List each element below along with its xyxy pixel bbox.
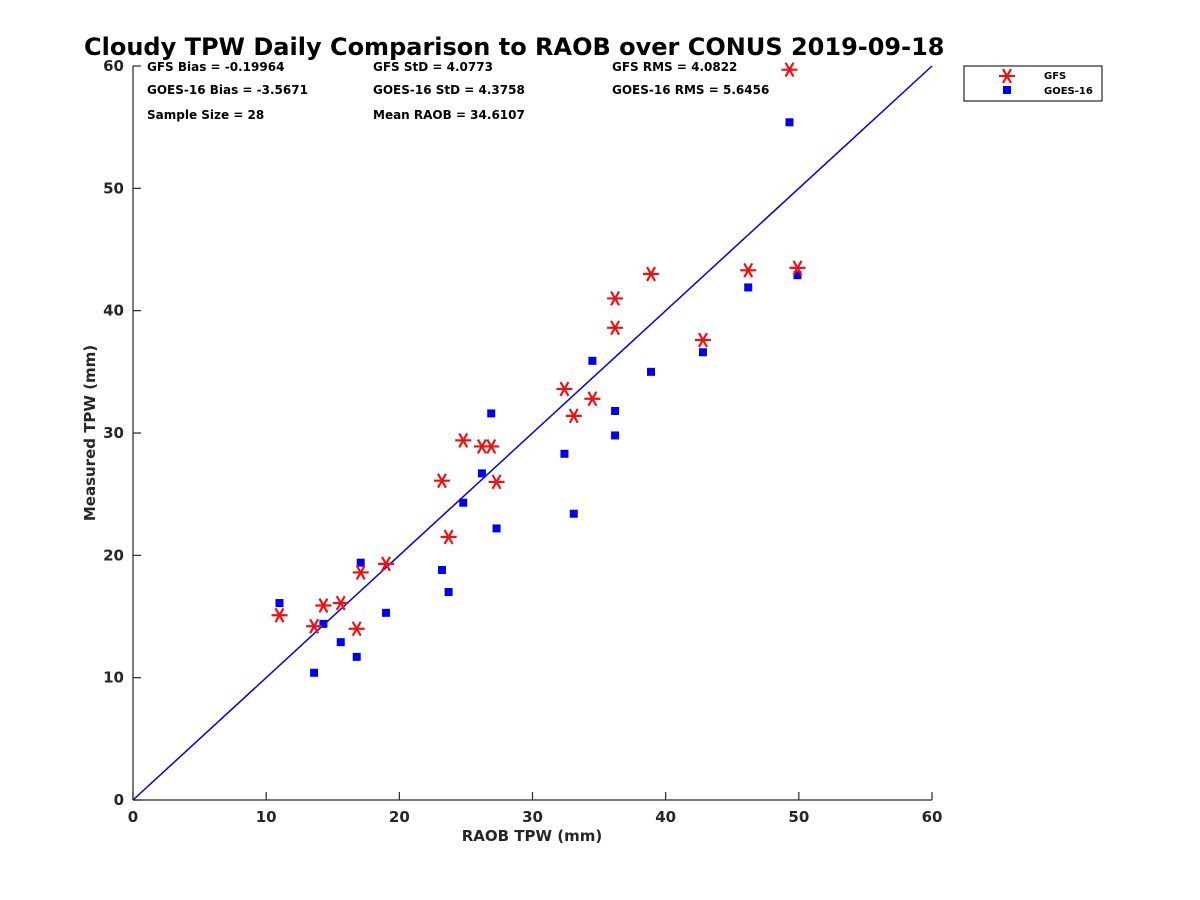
legend-goes-marker xyxy=(1003,86,1011,94)
y-tick-label: 20 xyxy=(103,546,124,564)
goes16-point xyxy=(459,498,468,507)
y-axis-label: Measured TPW (mm) xyxy=(81,345,99,521)
legend: GFS GOES-16 xyxy=(963,65,1103,102)
gfs-point xyxy=(694,332,711,348)
gfs-point xyxy=(306,618,323,634)
gfs-point xyxy=(607,320,624,336)
legend-gfs-marker xyxy=(999,68,1015,84)
gfs-point xyxy=(483,438,500,454)
legend-box xyxy=(963,65,1103,102)
goes16-point xyxy=(382,608,391,617)
goes16-point xyxy=(611,431,620,440)
series-gfs xyxy=(271,62,806,637)
x-tick-label: 30 xyxy=(522,808,543,826)
goes16-point xyxy=(785,118,794,127)
stat-mean-raob: Mean RAOB = 34.6107 xyxy=(373,108,525,122)
y-tick-label: 60 xyxy=(103,57,124,75)
gfs-point xyxy=(781,62,798,78)
x-tick-label: 0 xyxy=(128,808,138,826)
gfs-point xyxy=(433,473,450,489)
y-tick-label: 40 xyxy=(103,302,124,320)
x-tick-label: 50 xyxy=(788,808,809,826)
stat-goes-bias: GOES-16 Bias = -3.5671 xyxy=(147,83,308,97)
x-axis-ticks: 0 10 20 30 40 50 60 xyxy=(128,792,943,826)
gfs-point xyxy=(643,266,660,282)
goes16-point xyxy=(793,271,802,280)
goes16-point xyxy=(647,367,656,376)
goes16-point xyxy=(611,406,620,415)
gfs-point xyxy=(607,290,624,306)
gfs-point xyxy=(556,381,573,397)
gfs-point xyxy=(740,262,757,278)
gfs-point xyxy=(565,408,582,424)
chart-title: Cloudy TPW Daily Comparison to RAOB over… xyxy=(84,33,944,61)
x-tick-label: 60 xyxy=(922,808,943,826)
goes16-point xyxy=(310,668,319,677)
gfs-point xyxy=(378,556,395,572)
stat-gfs-std: GFS StD = 4.0773 xyxy=(373,60,493,74)
goes16-point xyxy=(588,356,597,365)
goes16-point xyxy=(477,469,486,478)
legend-gfs-asterisk xyxy=(999,68,1015,84)
y-axis-ticks: 0 10 20 30 40 50 60 xyxy=(103,57,141,809)
goes16-point xyxy=(319,619,328,628)
gfs-point xyxy=(348,621,365,637)
goes16-point xyxy=(352,652,361,661)
goes16-point xyxy=(336,638,345,647)
stats-annotations: GFS Bias = -0.19964 GFS StD = 4.0773 GFS… xyxy=(147,60,769,122)
gfs-point xyxy=(440,529,457,545)
goes16-point xyxy=(487,409,496,418)
goes16-point xyxy=(275,599,284,608)
series-goes16 xyxy=(275,118,802,677)
y-tick-label: 10 xyxy=(103,669,124,687)
one-to-one-line xyxy=(132,65,933,801)
x-axis-label: RAOB TPW (mm) xyxy=(462,827,603,845)
gfs-point xyxy=(488,474,505,490)
goes16-point xyxy=(698,348,707,357)
gfs-point xyxy=(789,260,806,276)
legend-gfs-label: GFS xyxy=(1044,71,1066,82)
goes16-point xyxy=(437,566,446,575)
gfs-point xyxy=(352,564,369,580)
goes16-point xyxy=(356,558,365,567)
x-tick-label: 40 xyxy=(655,808,676,826)
goes16-point xyxy=(492,524,501,533)
x-tick-label: 10 xyxy=(256,808,277,826)
stat-gfs-bias: GFS Bias = -0.19964 xyxy=(147,60,284,74)
gfs-point xyxy=(271,607,288,623)
goes16-point xyxy=(744,283,753,292)
y-tick-label: 50 xyxy=(103,179,124,197)
gfs-point xyxy=(455,432,472,448)
gfs-point xyxy=(332,595,349,611)
gfs-point xyxy=(315,598,332,613)
gfs-point xyxy=(584,391,601,407)
legend-goes-label: GOES-16 xyxy=(1044,86,1093,97)
stat-gfs-rms: GFS RMS = 4.0822 xyxy=(612,60,737,74)
stat-sample-size: Sample Size = 28 xyxy=(147,108,264,122)
x-tick-label: 20 xyxy=(389,808,410,826)
y-tick-label: 30 xyxy=(103,424,124,442)
stat-goes-std: GOES-16 StD = 4.3758 xyxy=(373,83,525,97)
y-tick-label: 0 xyxy=(114,791,124,809)
goes16-point xyxy=(560,449,569,458)
stat-goes-rms: GOES-16 RMS = 5.6456 xyxy=(612,83,769,97)
goes16-point xyxy=(444,588,453,597)
goes16-point xyxy=(569,509,578,518)
